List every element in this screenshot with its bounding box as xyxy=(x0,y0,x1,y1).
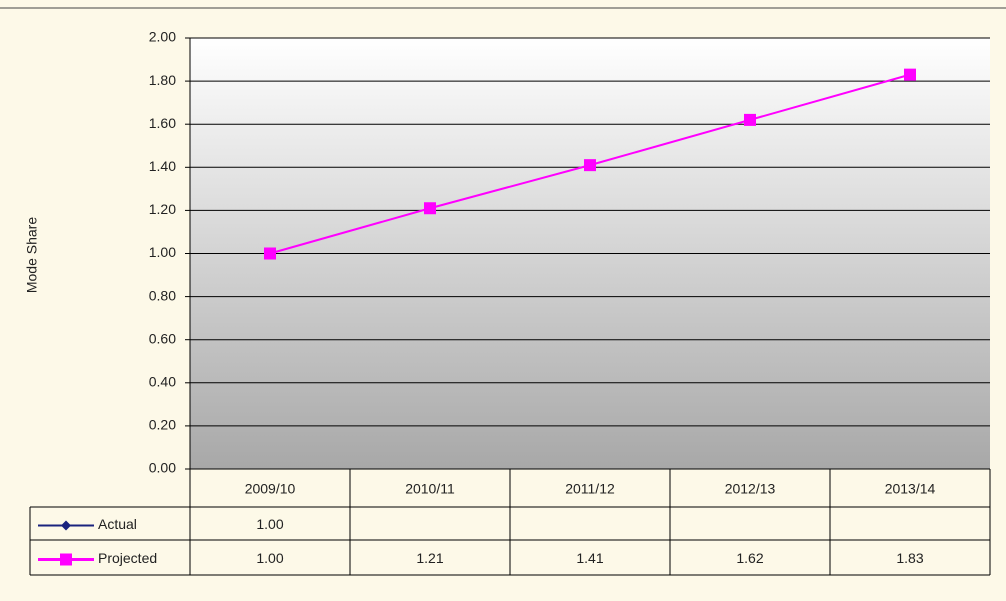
x-tick-label: 2012/13 xyxy=(725,481,776,497)
legend-marker xyxy=(60,553,72,566)
table-value: 1.21 xyxy=(416,550,443,566)
marker xyxy=(424,202,436,215)
x-tick-label: 2013/14 xyxy=(885,481,936,497)
y-tick-label: 2.00 xyxy=(149,29,176,45)
x-tick-label: 2010/11 xyxy=(405,481,455,497)
marker xyxy=(744,113,756,126)
y-tick-label: 0.60 xyxy=(149,330,176,346)
table-value: 1.41 xyxy=(576,550,603,566)
table-value: 1.62 xyxy=(736,550,763,566)
y-tick-label: 1.40 xyxy=(149,158,176,174)
x-tick-label: 2011/12 xyxy=(565,481,615,497)
legend-label: Actual xyxy=(98,516,137,532)
marker xyxy=(584,159,596,172)
legend-label: Projected xyxy=(98,550,157,566)
y-tick-label: 0.00 xyxy=(149,460,176,476)
y-tick-label: 0.20 xyxy=(149,417,176,433)
y-tick-label: 0.80 xyxy=(149,287,176,303)
y-tick-label: 1.80 xyxy=(149,72,176,88)
marker xyxy=(264,247,276,260)
y-tick-label: 1.00 xyxy=(149,244,176,260)
table-value: 1.00 xyxy=(256,550,283,566)
table-value: 1.83 xyxy=(896,550,923,566)
y-tick-label: 1.20 xyxy=(149,201,176,217)
legend-marker xyxy=(61,520,71,531)
y-tick-label: 0.40 xyxy=(149,374,176,390)
y-tick-label: 1.60 xyxy=(149,115,176,131)
x-tick-label: 2009/10 xyxy=(245,481,296,497)
marker xyxy=(904,68,916,81)
y-axis-label: Mode Share xyxy=(24,217,40,293)
table-value: 1.00 xyxy=(256,516,283,532)
